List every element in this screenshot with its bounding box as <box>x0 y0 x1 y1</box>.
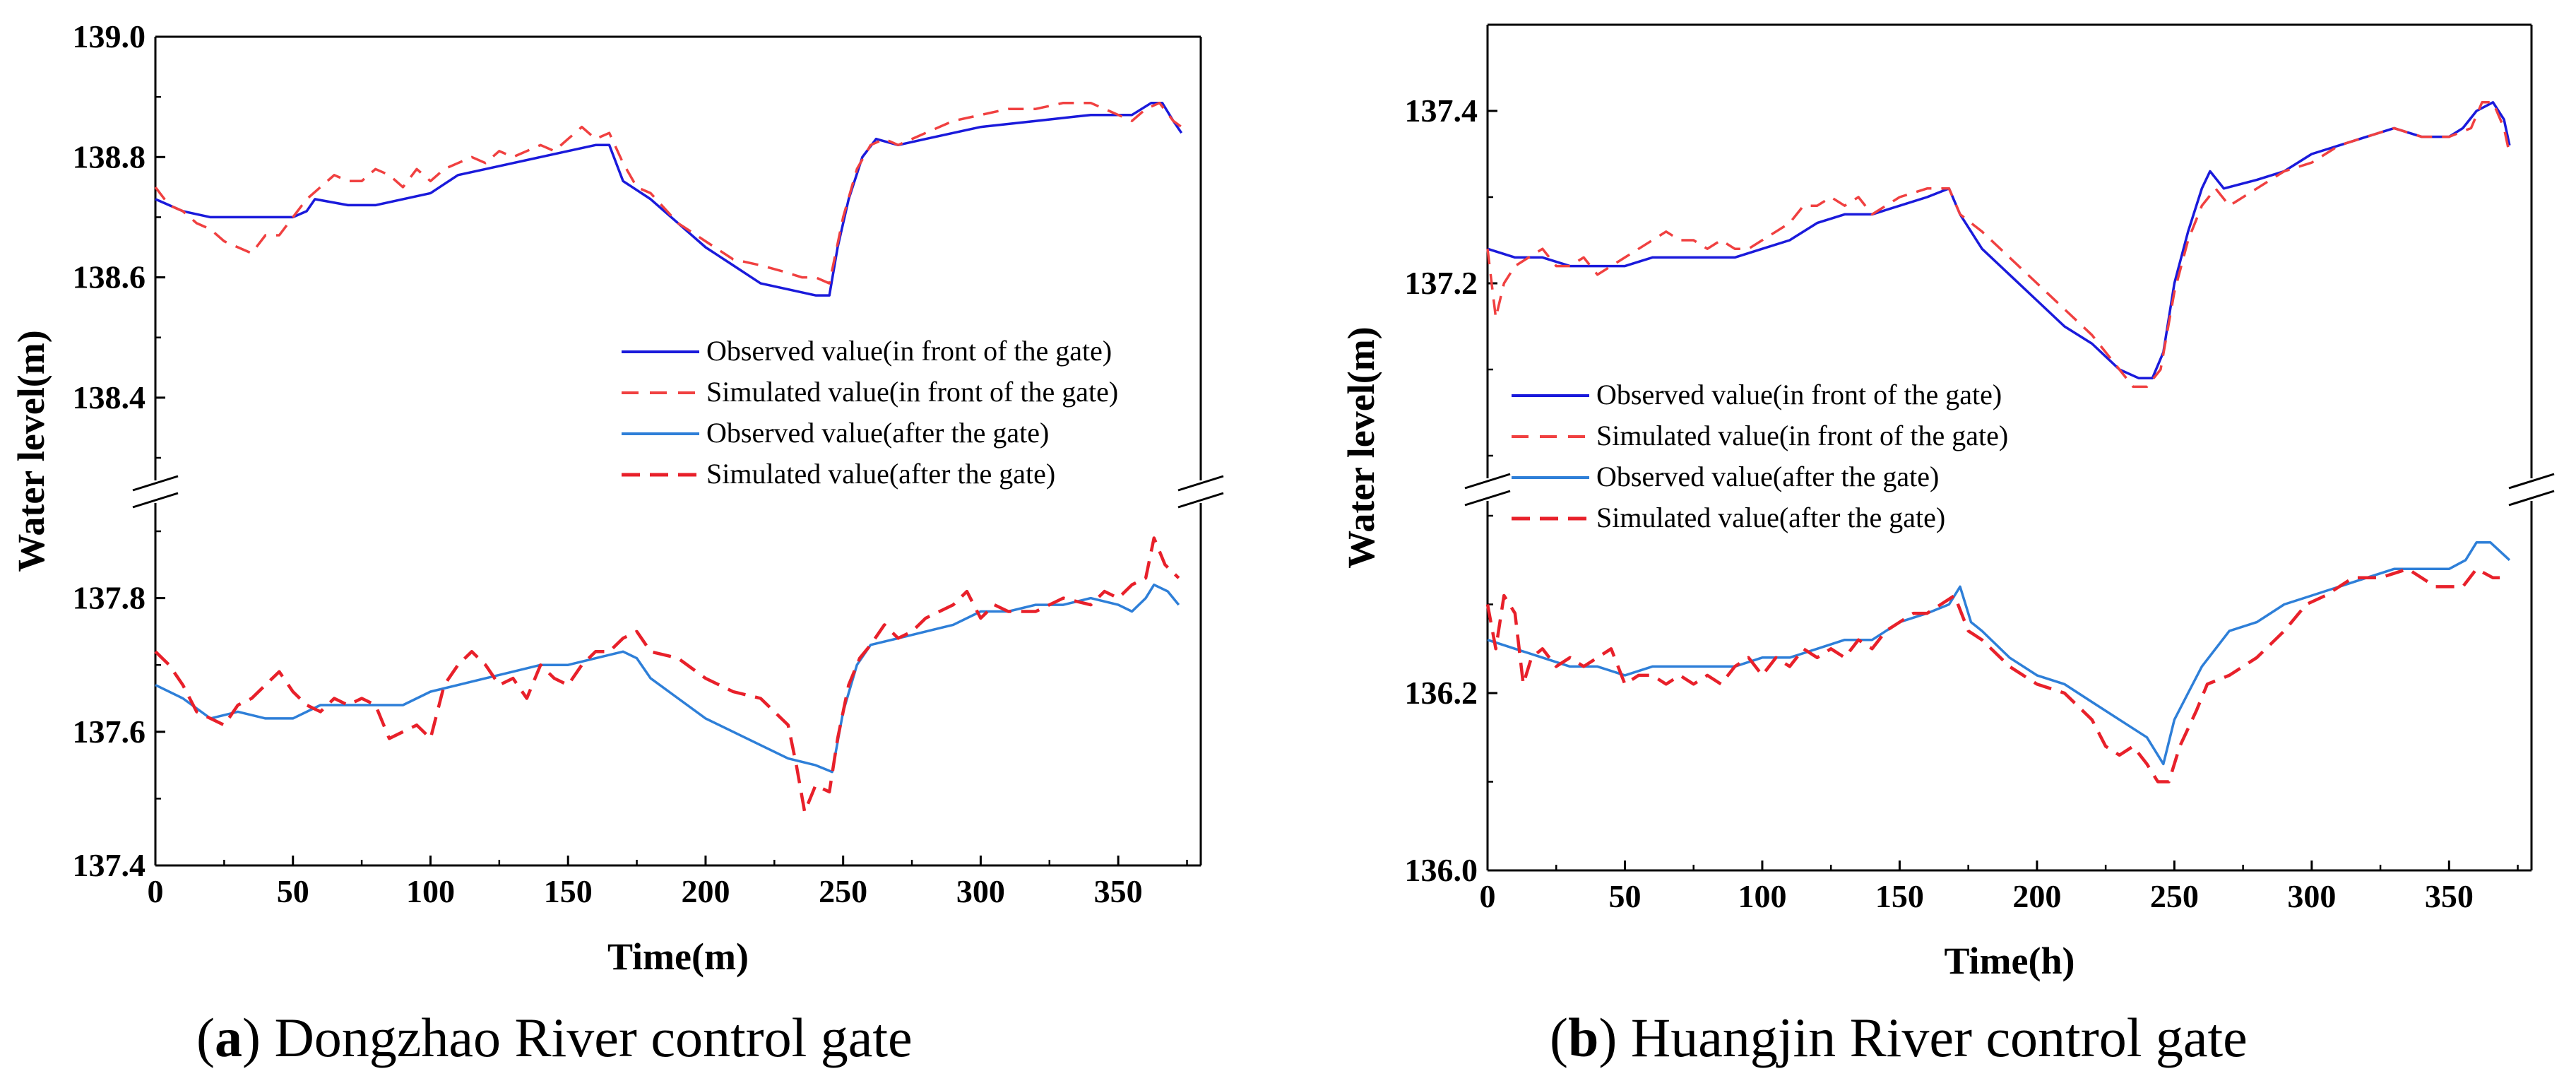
x-tick-label: 150 <box>544 873 593 909</box>
caption-title: Huangjin River control gate <box>1617 1007 2247 1068</box>
x-tick-label: 0 <box>1480 878 1496 914</box>
series-line-1 <box>1487 101 2511 379</box>
x-tick-label: 200 <box>681 873 730 909</box>
x-axis-title: Time(m) <box>607 935 749 978</box>
y-tick-label: 138.6 <box>73 259 146 295</box>
legend: Observed value(in front of the gate) Simu… <box>1512 379 2008 533</box>
x-tick-label: 200 <box>2012 878 2061 914</box>
series-line-2 <box>1486 101 2511 389</box>
legend-label: Simulated value(in front of the gate) <box>706 376 1118 408</box>
x-tick-label: 350 <box>1094 873 1143 909</box>
series-line-2 <box>154 101 1182 285</box>
x-tick-label: 150 <box>1875 878 1924 914</box>
x-tick-label: 300 <box>2287 878 2336 914</box>
axis-break-right-marker <box>2507 473 2556 507</box>
x-tick-label: 300 <box>956 873 1005 909</box>
x-tick-label: 50 <box>277 873 309 909</box>
legend-label: Simulated value(in front of the gate) <box>1596 420 2008 451</box>
legend-label: Simulated value(after the gate) <box>706 458 1055 490</box>
x-tick-label: 50 <box>1608 878 1641 914</box>
y-tick-label: 139.0 <box>73 18 146 54</box>
series-line-1 <box>155 101 1183 297</box>
series-line-4 <box>154 536 1180 814</box>
series-line-4 <box>1485 567 2510 784</box>
panel-a-chart: 0 50 100 150 200 250 300 350 138.4 138.6 138.8 139.… <box>10 18 1225 1068</box>
caption-letter: a <box>215 1007 242 1068</box>
legend: Observed value(in front of the gate) Simu… <box>622 335 1118 490</box>
series-line-3 <box>155 583 1180 774</box>
legend-label: Simulated value(after the gate) <box>1596 502 1945 533</box>
x-tick-label: 0 <box>148 873 164 909</box>
y-tick-label: 136.2 <box>1405 675 1478 711</box>
legend-label: Observed value(in front of the gate) <box>1596 379 2002 410</box>
caption-paren-close: ) <box>242 1007 261 1068</box>
y-tick-label: 137.8 <box>73 580 146 616</box>
y-tick-label: 138.4 <box>73 379 146 415</box>
x-tick-label: 100 <box>406 873 455 909</box>
y-axis-title: Water level(m) <box>1340 326 1382 568</box>
caption-letter: b <box>1568 1007 1598 1068</box>
panel-caption: (b) Huangjin River control gate <box>1550 1007 2248 1068</box>
y-tick-label: 137.4 <box>73 847 146 883</box>
legend-label: Observed value(after the gate) <box>706 417 1049 449</box>
x-axis-title: Time(h) <box>1945 940 2075 982</box>
y-tick-label: 137.4 <box>1405 93 1478 129</box>
series-line-3 <box>1487 540 2511 766</box>
legend-label: Observed value(in front of the gate) <box>706 335 1112 367</box>
axis-break-right-marker <box>1177 475 1225 509</box>
y-tick-label: 138.8 <box>73 138 146 175</box>
axis-break-left-marker <box>1464 473 1512 507</box>
y-axis-title: Water level(m) <box>10 330 52 572</box>
y-tick-label: 137.6 <box>73 714 146 750</box>
x-tick-label: 250 <box>819 873 867 909</box>
legend-label: Observed value(after the gate) <box>1596 461 1939 492</box>
axis-break-left-marker <box>131 475 179 509</box>
x-tick-label: 350 <box>2425 878 2474 914</box>
panel-b-chart: 0 50 100 150 200 250 300 350 137.2 137.4 136.0 136.… <box>1340 23 2556 1068</box>
caption-paren-open: ( <box>1550 1007 1568 1068</box>
y-tick-label: 136.0 <box>1405 852 1478 888</box>
x-tick-label: 100 <box>1738 878 1786 914</box>
caption-title: Dongzhao River control gate <box>261 1007 913 1068</box>
caption-paren-close: ) <box>1598 1007 1617 1068</box>
caption-paren-open: ( <box>196 1007 215 1068</box>
panel-caption: (a) Dongzhao River control gate <box>196 1007 913 1068</box>
x-tick-label: 250 <box>2150 878 2199 914</box>
y-tick-label: 137.2 <box>1405 265 1478 301</box>
